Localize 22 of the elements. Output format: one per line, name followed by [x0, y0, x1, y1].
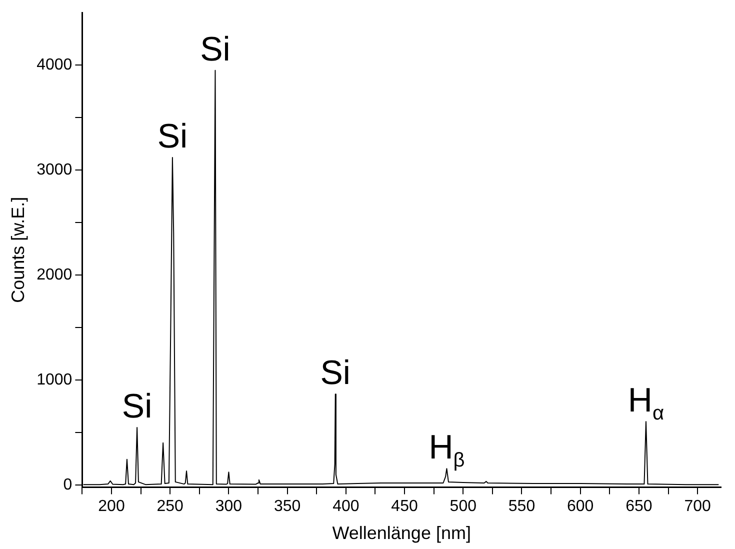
y-tick-label: 1000	[36, 372, 72, 389]
x-tick-label: 600	[566, 498, 594, 516]
x-axis-title: Wellenlänge [nm]	[332, 523, 471, 544]
y-tick-label: 0	[63, 476, 72, 494]
y-axis-title: Counts [w.E.]	[8, 196, 28, 303]
annotation: Si	[200, 30, 230, 68]
x-tick-label: 650	[626, 498, 652, 516]
annotation: Si	[320, 354, 350, 392]
x-tick-label: 400	[332, 498, 360, 516]
x-tick-label: 300	[215, 498, 242, 516]
x-tick-label: 200	[98, 498, 125, 516]
y-tick-label: 3000	[36, 162, 72, 179]
y-tick-label: 4000	[36, 56, 72, 74]
annotation: Si	[122, 387, 152, 426]
y-tick-label: 2000	[36, 266, 72, 284]
x-tick-label: 550	[508, 498, 536, 516]
x-tick-label: 700	[684, 498, 712, 516]
annotation: Si	[157, 118, 188, 156]
x-tick-label: 500	[450, 498, 477, 516]
x-tick-label: 250	[156, 498, 184, 516]
x-tick-label: 450	[391, 498, 418, 516]
x-tick-label: 350	[274, 498, 301, 516]
